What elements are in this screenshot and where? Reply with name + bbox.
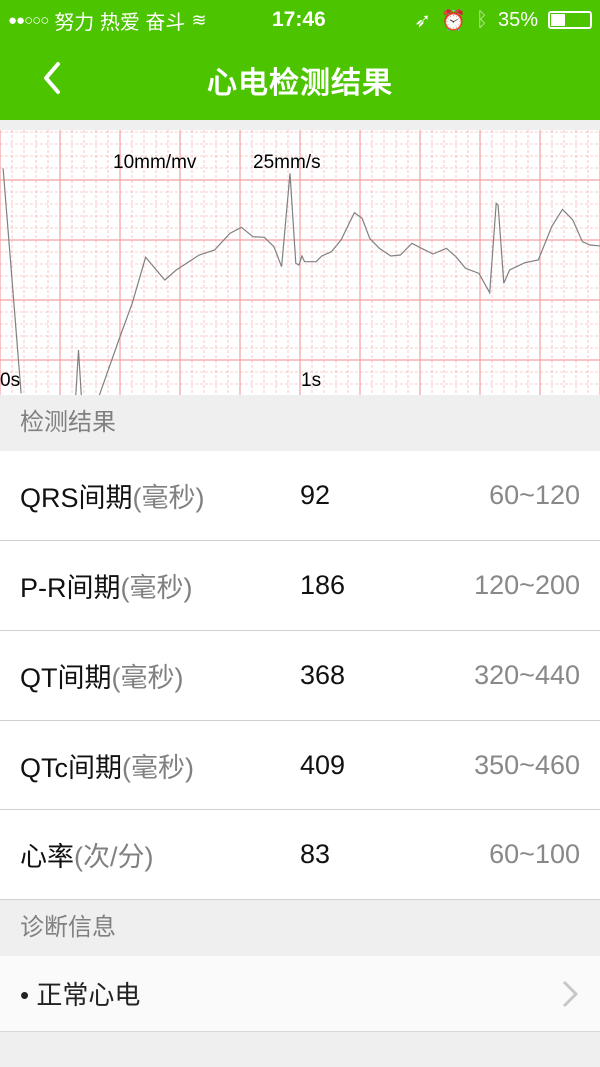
result-name: 心率(次/分) [20,835,300,874]
bluetooth-icon: ᛒ [475,8,488,31]
result-row: P-R间期(毫秒) 186 120~200 [0,541,600,631]
back-chevron-icon[interactable] [36,58,70,98]
clock: 17:46 [272,8,326,31]
result-name: QRS间期(毫秒) [20,476,300,515]
ecg-trace [2,168,600,401]
metric-unit: (毫秒) [111,663,184,693]
result-range: 120~200 [474,570,580,600]
result-name: P-R间期(毫秒) [20,566,300,605]
battery-percent: 35% [497,8,538,31]
metric-name: QTc间期 [20,752,123,783]
result-row: QTc间期(毫秒) 409 350~460 [0,721,600,810]
result-range: 320~440 [474,660,580,690]
result-name: QT间期(毫秒) [20,656,300,695]
alarm-icon: ⏰ [441,9,466,32]
metric-unit: (次/分) [74,842,154,872]
diagnosis-header: 诊断信息 [0,900,600,956]
metric-unit: (毫秒) [132,483,205,513]
diagnosis-text: • 正常心电 [20,980,141,1010]
ecg-grid [0,130,600,401]
gain-label: 10mm/mv [113,152,197,173]
top-bar: ●●○○○ 努力 热爱 奋斗 ≋ 17:46 ➶ ⏰ ᛒ 35% 心电检测结果 [0,0,600,120]
time-label-0s: 0s [0,370,21,391]
page-title: 心电检测结果 [207,67,393,100]
speed-label: 25mm/s [253,152,321,173]
chevron-right-icon [562,980,579,1007]
result-value: 409 [300,749,346,780]
result-row: QRS间期(毫秒) 92 60~120 [0,451,600,541]
metric-name: P-R间期 [20,573,121,603]
metric-name: QT间期 [20,663,112,693]
result-value: 83 [300,839,331,869]
location-icon: ➶ [414,9,432,32]
status-bar: ●●○○○ 努力 热爱 奋斗 ≋ 17:46 ➶ ⏰ ᛒ 35% [0,0,600,40]
metric-name: QRS间期 [20,483,133,513]
ecg-chart: 10mm/mv 25mm/s 0s 1s [0,130,600,401]
result-row: QT间期(毫秒) 368 320~440 [0,631,600,721]
metric-unit: (毫秒) [122,752,194,783]
results-header: 检测结果 [0,395,600,451]
result-range: 350~460 [474,749,580,780]
battery-icon [548,11,592,29]
metric-name: 心率 [20,842,74,872]
metric-unit: (毫秒) [120,573,193,603]
diagnosis-item[interactable]: • 正常心电 [0,956,600,1032]
result-range: 60~100 [489,839,580,869]
time-label-1s: 1s [301,370,322,391]
signal-icon: ●●○○○ [8,11,49,29]
result-range: 60~120 [489,480,580,510]
wifi-icon: ≋ [191,9,207,30]
result-value: 368 [300,660,346,690]
carrier-name: 努力 热爱 奋斗 [54,11,186,34]
result-name: QTc间期(毫秒) [20,746,300,785]
result-row: 心率(次/分) 83 60~100 [0,810,600,900]
result-value: 92 [300,480,331,510]
result-value: 186 [300,570,346,600]
